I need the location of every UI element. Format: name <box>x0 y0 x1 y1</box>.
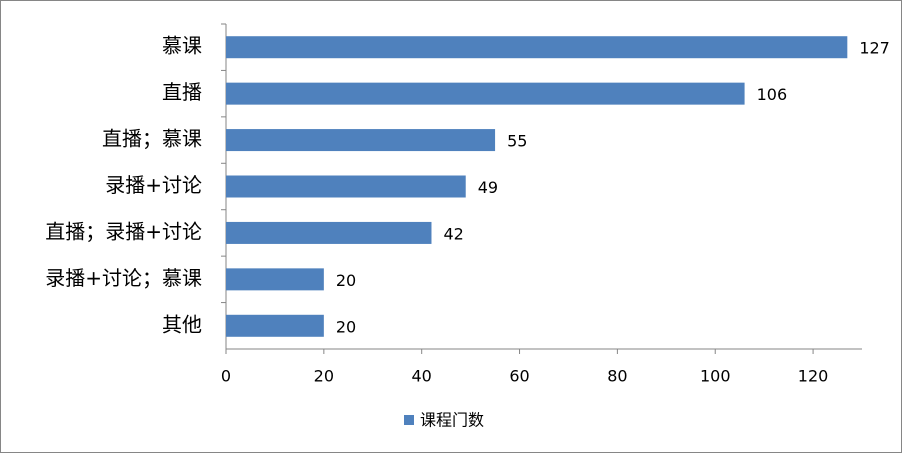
x-tick-label: 100 <box>700 367 731 386</box>
data-label: 55 <box>507 132 527 151</box>
x-tick-label: 80 <box>607 367 627 386</box>
x-tick-label: 20 <box>314 367 334 386</box>
data-label: 49 <box>478 178 498 197</box>
data-label: 20 <box>336 317 356 336</box>
y-tick-label: 慕课 <box>162 34 202 58</box>
legend-swatch <box>404 415 414 425</box>
data-label: 42 <box>443 224 463 243</box>
bar <box>226 268 324 291</box>
x-tick-label: 40 <box>412 367 432 386</box>
bar <box>226 82 745 105</box>
data-label: 127 <box>859 39 890 58</box>
bar <box>226 36 848 59</box>
bar <box>226 129 496 152</box>
data-label: 106 <box>757 85 788 104</box>
y-tick-label: 录播+讨论；慕课 <box>45 266 202 290</box>
y-tick-label: 录播+讨论 <box>105 173 202 197</box>
y-tick-label: 其他 <box>162 312 202 336</box>
x-tick-label: 120 <box>798 367 829 386</box>
bar <box>226 314 324 337</box>
x-tick-label: 0 <box>221 367 231 386</box>
data-label: 20 <box>336 271 356 290</box>
legend-label: 课程门数 <box>420 411 484 430</box>
x-tick-label: 60 <box>509 367 529 386</box>
y-tick-label: 直播 <box>162 80 202 104</box>
bar <box>226 221 432 244</box>
bar <box>226 175 466 198</box>
y-tick-label: 直播；录播+讨论 <box>45 219 202 243</box>
y-tick-label: 直播；慕课 <box>102 127 202 151</box>
